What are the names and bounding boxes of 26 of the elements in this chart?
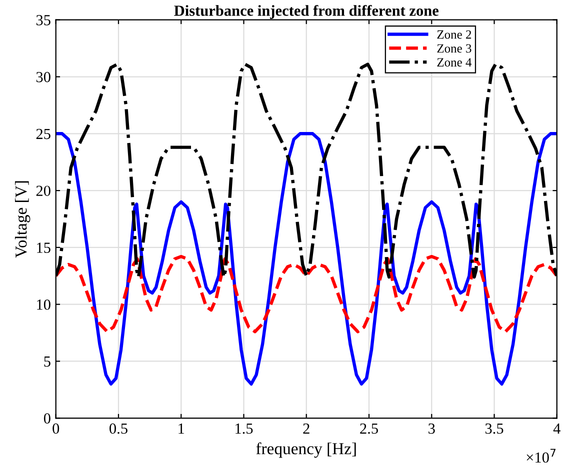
line-series (56, 254, 557, 334)
text: ×10$^{7}$ (526, 448, 556, 463)
y-tick-label: 30 (36, 72, 50, 82)
x-tick-label: 3.5 (485, 423, 504, 434)
x-tick-label: 3 (428, 423, 435, 434)
x-tick-label: 0.5 (110, 423, 128, 434)
legend-label: Zone 2 (437, 30, 472, 39)
x-tick-label: 1.5 (236, 424, 253, 434)
y-tick-label: 20 (36, 186, 50, 196)
x-tick-label: 2.5 (360, 423, 378, 434)
x-tick-label: 2 (303, 423, 310, 434)
x-tick-label: 1 (178, 424, 184, 434)
chart-title: Disturbance injected from different zone (174, 4, 439, 19)
y-axis-title: Voltage [V] (15, 181, 30, 258)
x-tick-label: 4 (553, 424, 560, 434)
legend-label: Zone 3 (437, 44, 472, 53)
legend-label: Zone 4 (437, 58, 472, 67)
y-tick-label: 10 (37, 299, 50, 310)
y-tick-label: 35 (36, 15, 50, 26)
x-tick-label: 0 (52, 423, 60, 434)
y-tick-label: 15 (37, 242, 50, 253)
y-tick-label: 5 (44, 356, 50, 367)
y-tick-label: 25 (36, 128, 50, 140)
x-axis-title: frequency [Hz] (256, 442, 356, 458)
line-series (56, 132, 557, 386)
y-tick-label: 0 (44, 413, 50, 424)
